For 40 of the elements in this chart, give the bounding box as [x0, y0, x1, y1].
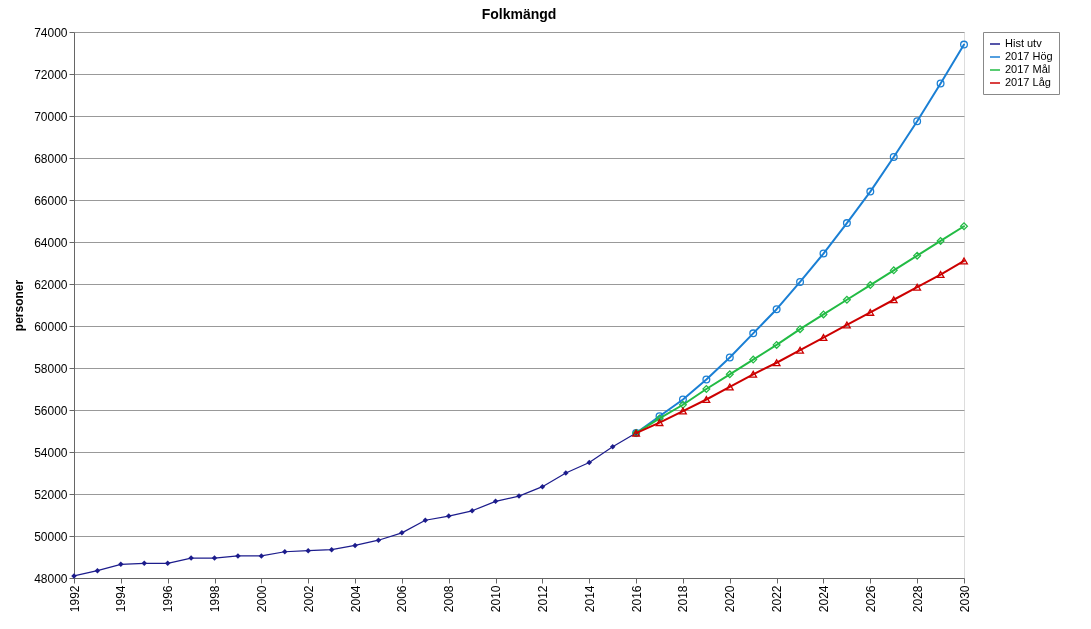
y-tick-label: 56000 [34, 403, 68, 418]
y-tick-label: 70000 [34, 109, 68, 124]
x-tick-label: 2010 [489, 585, 504, 613]
x-tick-label: 2014 [582, 585, 597, 613]
x-tick-label: 2012 [535, 585, 550, 613]
legend-label: Hist utv [1005, 37, 1043, 49]
x-tick-label: 2030 [957, 585, 972, 613]
x-tick-label: 2020 [723, 585, 738, 613]
x-tick-label: 1996 [161, 585, 176, 613]
legend-label: 2017 Låg [1005, 76, 1051, 88]
x-tick-label: 1992 [67, 585, 82, 613]
x-tick-label: 2002 [301, 585, 316, 613]
x-tick-label: 2006 [395, 585, 410, 613]
y-tick-label: 60000 [34, 319, 68, 334]
x-tick-label: 1994 [114, 585, 129, 613]
x-tick-label: 2018 [676, 585, 691, 613]
x-tick-label: 2008 [442, 585, 457, 613]
y-tick-label: 54000 [34, 445, 68, 460]
x-tick-label: 2004 [348, 585, 363, 613]
x-tick-label: 2022 [770, 585, 785, 613]
y-tick-label: 74000 [34, 25, 68, 40]
y-tick-label: 62000 [34, 277, 68, 292]
y-tick-label: 72000 [34, 67, 68, 82]
y-tick-label: 52000 [34, 487, 68, 502]
x-tick-label: 2016 [629, 585, 644, 613]
y-tick-label: 68000 [34, 151, 68, 166]
y-tick-label: 58000 [34, 361, 68, 376]
y-axis-title: personer [12, 279, 27, 332]
x-tick-label: 2026 [863, 585, 878, 613]
y-tick-label: 48000 [34, 571, 68, 586]
legend-label: 2017 Mål [1005, 63, 1051, 75]
chart-title: Folkmängd [481, 6, 557, 22]
x-tick-label: 2024 [816, 585, 831, 613]
y-tick-label: 50000 [34, 529, 68, 544]
x-tick-label: 1998 [208, 585, 223, 613]
y-tick-label: 66000 [34, 193, 68, 208]
x-tick-label: 2028 [910, 585, 925, 613]
legend-label: 2017 Hög [1005, 50, 1053, 62]
x-tick-label: 2000 [254, 585, 269, 613]
y-tick-label: 64000 [34, 235, 68, 250]
